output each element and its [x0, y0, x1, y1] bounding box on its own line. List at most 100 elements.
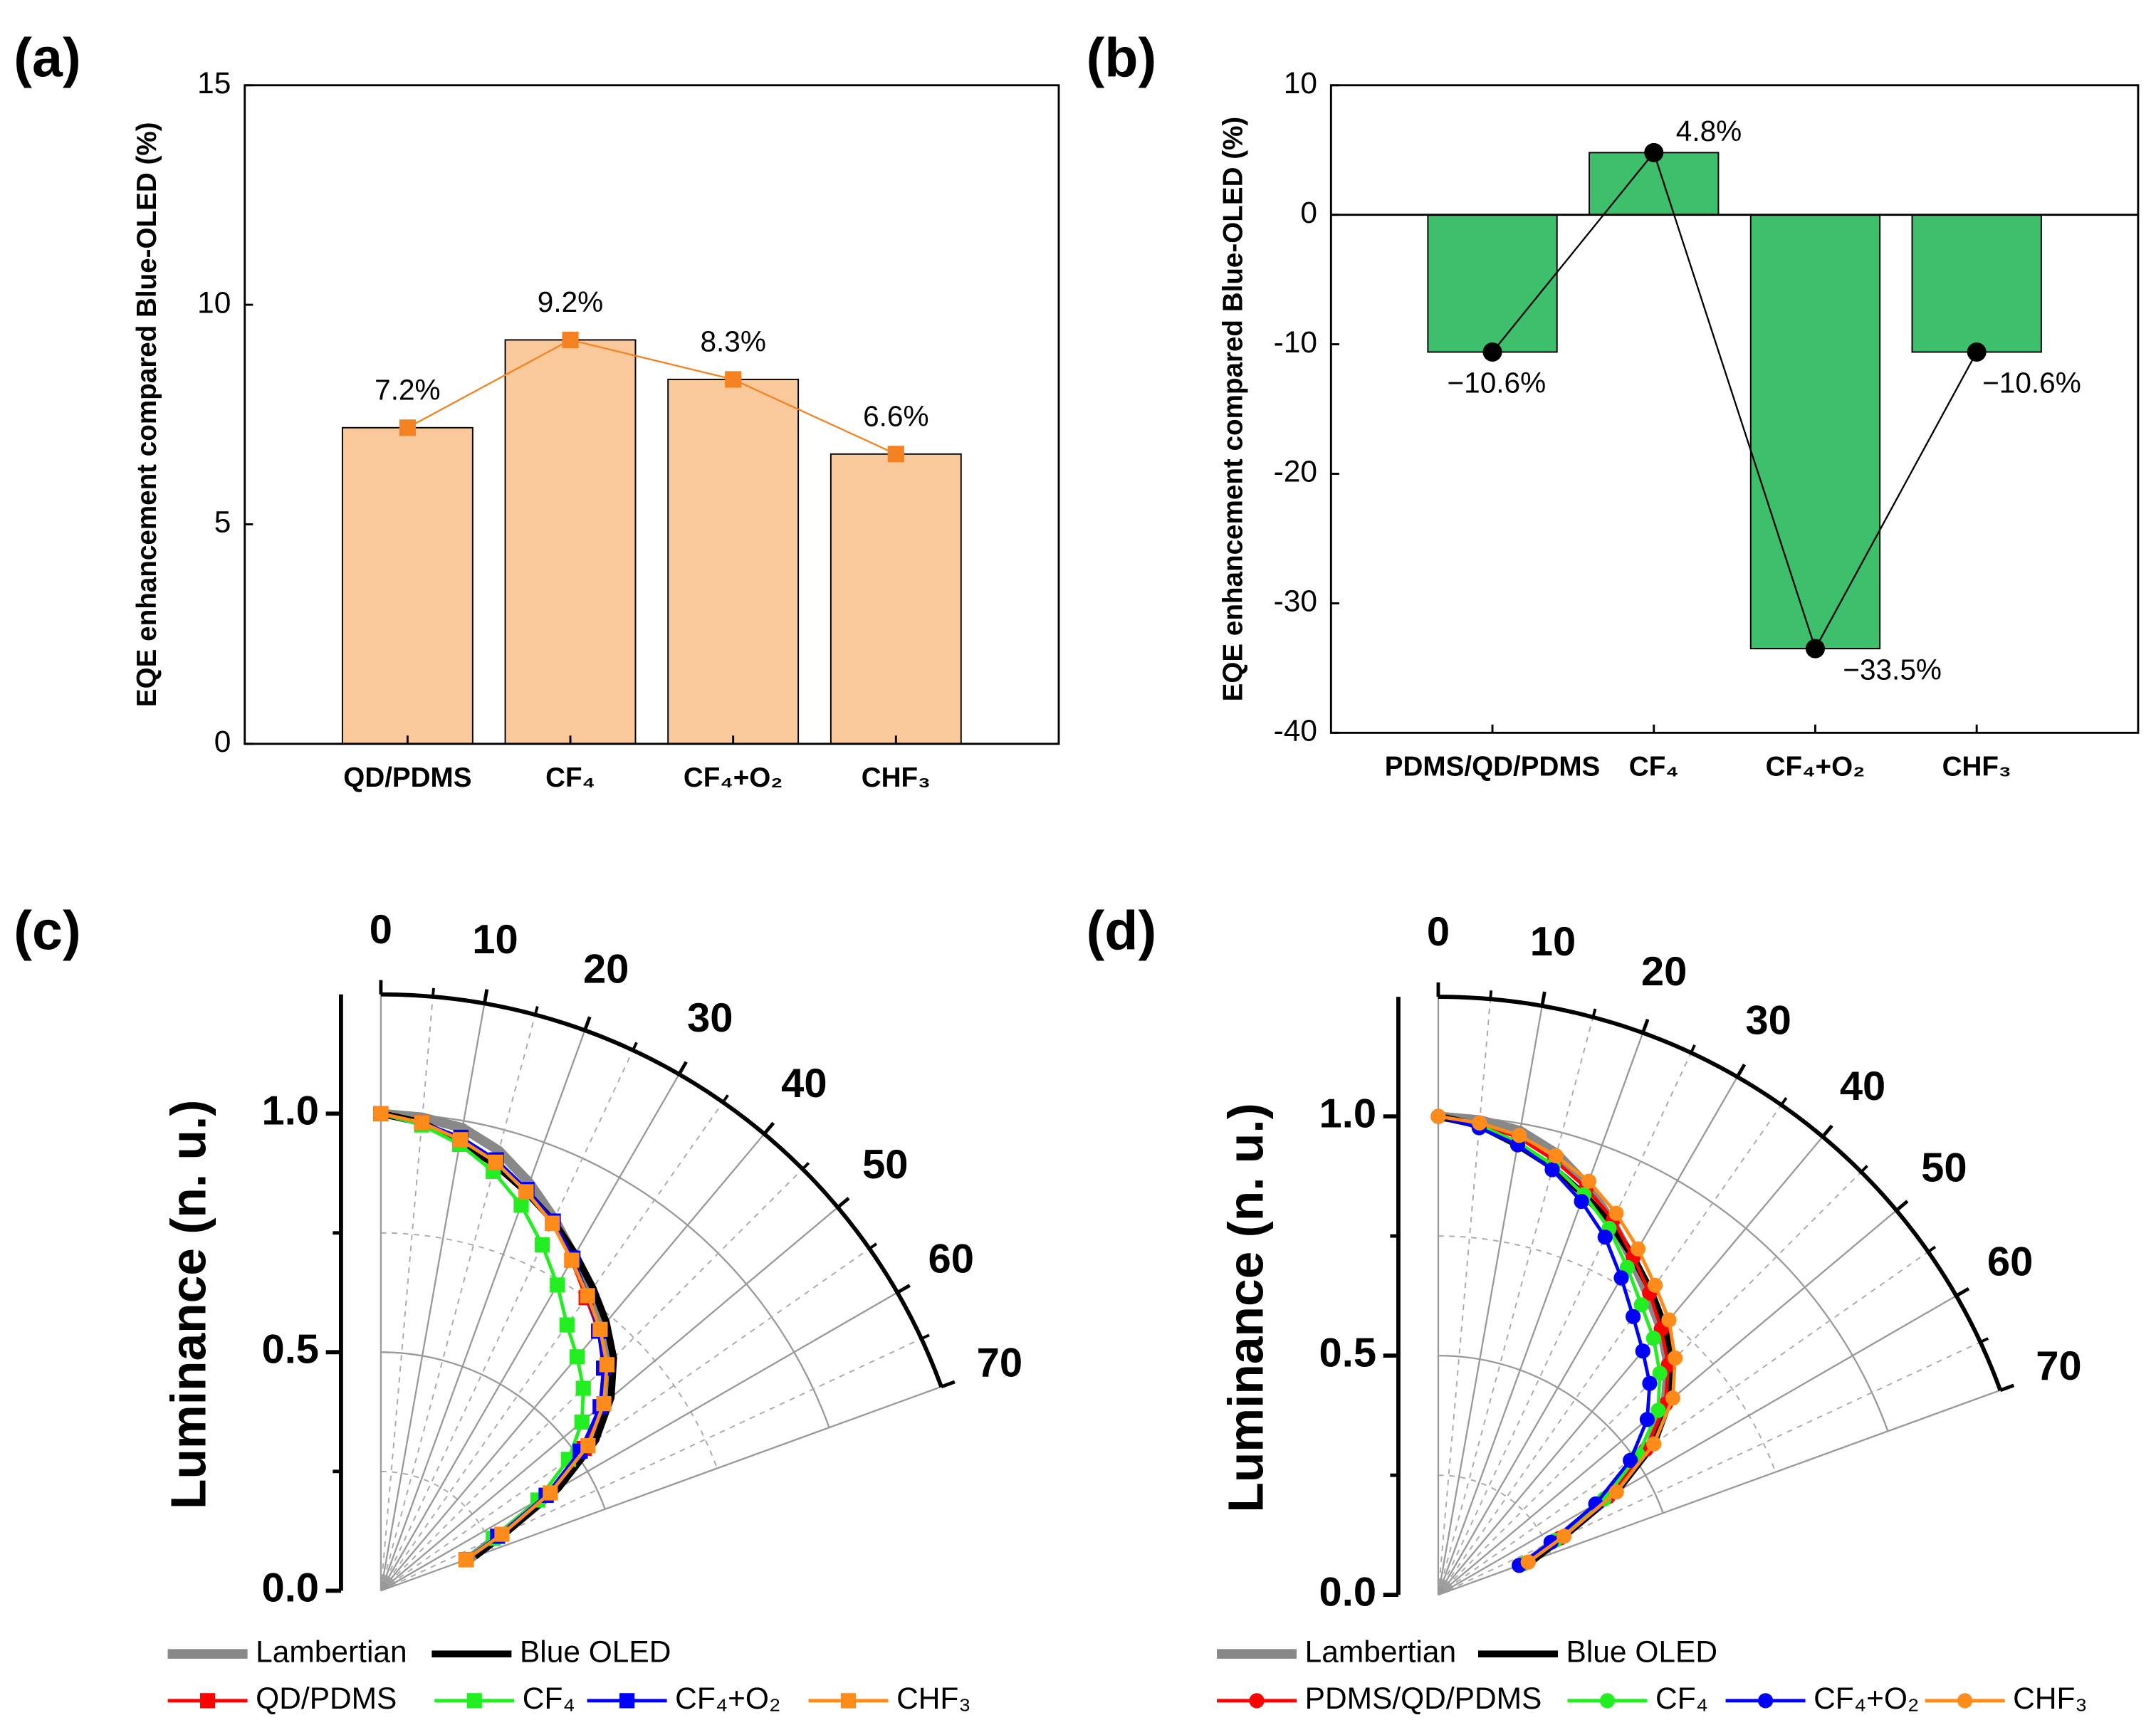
theta-grid — [1438, 1295, 1957, 1596]
theta-tick — [1735, 1063, 1747, 1078]
legend-label: CHF₃ — [896, 1682, 971, 1716]
theta-tick-label: 70 — [977, 1340, 1022, 1385]
line-marker — [1967, 342, 1987, 362]
theta-grid-minor — [1438, 1104, 1782, 1595]
legend-marker — [619, 1693, 635, 1709]
series-marker — [1548, 1148, 1564, 1164]
series-marker — [575, 1380, 591, 1396]
theta-tick — [1999, 1383, 2015, 1393]
theta-tick — [1540, 991, 1547, 1007]
theta-tick — [1821, 1124, 1833, 1138]
value-label: 7.2% — [375, 373, 440, 406]
x-tick-label: PDMS/QD/PDMS — [1385, 752, 1600, 782]
series-marker — [1581, 1173, 1597, 1189]
theta-tick-label: 30 — [1745, 997, 1791, 1043]
theta-grid-minor — [380, 996, 434, 1591]
line-marker — [1482, 342, 1502, 362]
theta-tick — [763, 1121, 775, 1136]
legend-label: CF₄+O₂ — [675, 1682, 780, 1716]
theta-tick-label: 40 — [781, 1061, 827, 1106]
series-marker — [1667, 1350, 1683, 1366]
outer-arc — [1438, 995, 2003, 1391]
theta-tick-label: 40 — [1840, 1064, 1885, 1109]
series-line — [1438, 1114, 1662, 1566]
series-marker — [518, 1184, 534, 1200]
series-marker — [373, 1106, 389, 1121]
theta-tick — [482, 989, 489, 1004]
series-marker — [1665, 1390, 1681, 1406]
series-marker — [1608, 1484, 1624, 1500]
series-marker — [1430, 1108, 1446, 1124]
series-marker — [1642, 1375, 1658, 1391]
r-tick-label: 1.0 — [261, 1089, 319, 1134]
y-axis-title: EQE enhancement compared Blue-OLED (%) — [132, 122, 162, 707]
r-grid-minor — [380, 1470, 494, 1551]
series-marker — [1544, 1162, 1560, 1178]
series-marker — [1650, 1403, 1666, 1418]
theta-grid — [1437, 1032, 1644, 1595]
series-line — [380, 1110, 617, 1560]
theta-tick-label: 10 — [1530, 919, 1576, 965]
legend-label: CF₄ — [523, 1682, 575, 1716]
theta-tick — [1640, 1018, 1650, 1034]
series-marker — [1630, 1241, 1646, 1257]
r-tick-label: 1.0 — [1319, 1091, 1377, 1136]
value-line — [1492, 150, 1978, 651]
bar — [1749, 214, 1881, 650]
line-marker — [562, 331, 579, 349]
y-tick-label: 15 — [197, 67, 231, 100]
outer-arc — [380, 992, 943, 1388]
theta-tick — [896, 1284, 911, 1294]
theta-tick — [583, 1016, 592, 1032]
bar — [667, 378, 800, 745]
series-marker — [599, 1357, 615, 1373]
y-axis-title: EQE enhancement compared Blue-OLED (%) — [1218, 117, 1248, 702]
y-axis-title: Luminance (n. u.) — [1218, 1103, 1274, 1512]
theta-grid — [1437, 1005, 1543, 1595]
series-marker — [550, 1277, 565, 1293]
legend-label: Lambertian — [1305, 1635, 1456, 1669]
y-tick-label: 0 — [1300, 196, 1317, 230]
line-marker — [1805, 639, 1825, 659]
line-marker — [725, 371, 742, 388]
x-tick-label: CHF₃ — [862, 762, 931, 793]
theta-grid-minor — [1438, 1251, 1929, 1595]
series-line — [380, 1108, 615, 1562]
series-marker — [1661, 1312, 1677, 1328]
bar — [830, 453, 962, 745]
series-marker — [414, 1115, 430, 1131]
value-label: 4.8% — [1676, 115, 1742, 147]
series-marker — [1647, 1277, 1663, 1293]
theta-tick-label: 30 — [687, 995, 733, 1041]
y-tick-label: 0 — [214, 725, 231, 759]
panel-label: (b) — [1087, 27, 1157, 88]
series-marker — [1543, 1534, 1559, 1550]
r-tick-label: 0.5 — [1319, 1330, 1377, 1375]
series-marker — [596, 1395, 612, 1412]
theta-grid-minor — [380, 1049, 634, 1591]
y-tick-label: 5 — [214, 506, 231, 540]
series-marker — [543, 1485, 558, 1501]
y-tick-label: -10 — [1274, 326, 1317, 360]
legend-label: CHF₃ — [2013, 1682, 2088, 1716]
series-marker — [1512, 1128, 1527, 1143]
legend-label: Blue OLED — [520, 1635, 671, 1669]
legend-marker — [1757, 1693, 1774, 1709]
theta-tick — [1955, 1286, 1970, 1298]
legend-marker — [1249, 1693, 1265, 1709]
legend-marker — [840, 1693, 857, 1709]
series-marker — [1646, 1436, 1662, 1452]
y-tick-label: 10 — [197, 286, 231, 320]
theta-grid — [380, 1029, 586, 1591]
line-marker — [887, 446, 904, 463]
value-label: −33.5% — [1843, 654, 1942, 686]
series-marker — [453, 1132, 469, 1148]
series-marker — [1472, 1115, 1487, 1131]
theta-grid-minor — [1438, 1341, 1981, 1596]
theta-tick-label: 60 — [928, 1236, 974, 1281]
legend-label: QD/PDMS — [256, 1682, 397, 1716]
series-marker — [513, 1197, 529, 1213]
legend-label: PDMS/QD/PDMS — [1305, 1682, 1542, 1716]
legend-label: CF₄+O₂ — [1814, 1682, 1919, 1716]
